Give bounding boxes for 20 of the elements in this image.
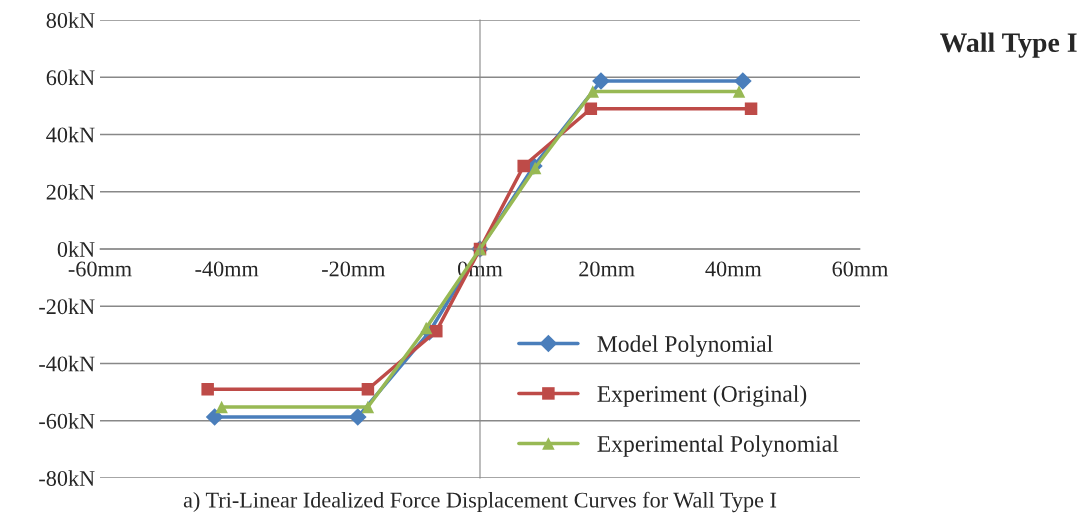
y-tick-label: 60kN bbox=[46, 69, 95, 86]
x-axis-title: a) Tri-Linear Idealized Force Displacement Curves for Wall Type I bbox=[183, 491, 777, 513]
y-tick-label: 0kN bbox=[57, 241, 95, 257]
y-tick-label: -20kN bbox=[39, 298, 95, 315]
x-tick-label: -40mm bbox=[195, 261, 259, 277]
y-tick-label: -40kN bbox=[39, 355, 95, 372]
legend-label: Model Polynomial bbox=[597, 335, 773, 357]
x-tick-label: -20mm bbox=[322, 261, 386, 277]
x-tick-label: 20mm bbox=[579, 261, 635, 277]
x-tick-label: 60mm bbox=[832, 261, 889, 277]
y-tick-label: -80kN bbox=[39, 470, 95, 486]
y-tick-label: 80kN bbox=[46, 12, 95, 28]
y-tick-label: -60kN bbox=[39, 413, 95, 429]
x-tick-label: 40mm bbox=[705, 261, 762, 277]
legend-label: Experimental Polynomial bbox=[597, 435, 839, 457]
y-tick-label: 20kN bbox=[46, 184, 95, 200]
text: Wall Type I bbox=[940, 32, 1077, 58]
x-tick-label: -60mm bbox=[68, 261, 132, 277]
legend-label: Experiment (Original) bbox=[597, 385, 807, 407]
y-tick-label: 40kN bbox=[46, 126, 95, 143]
